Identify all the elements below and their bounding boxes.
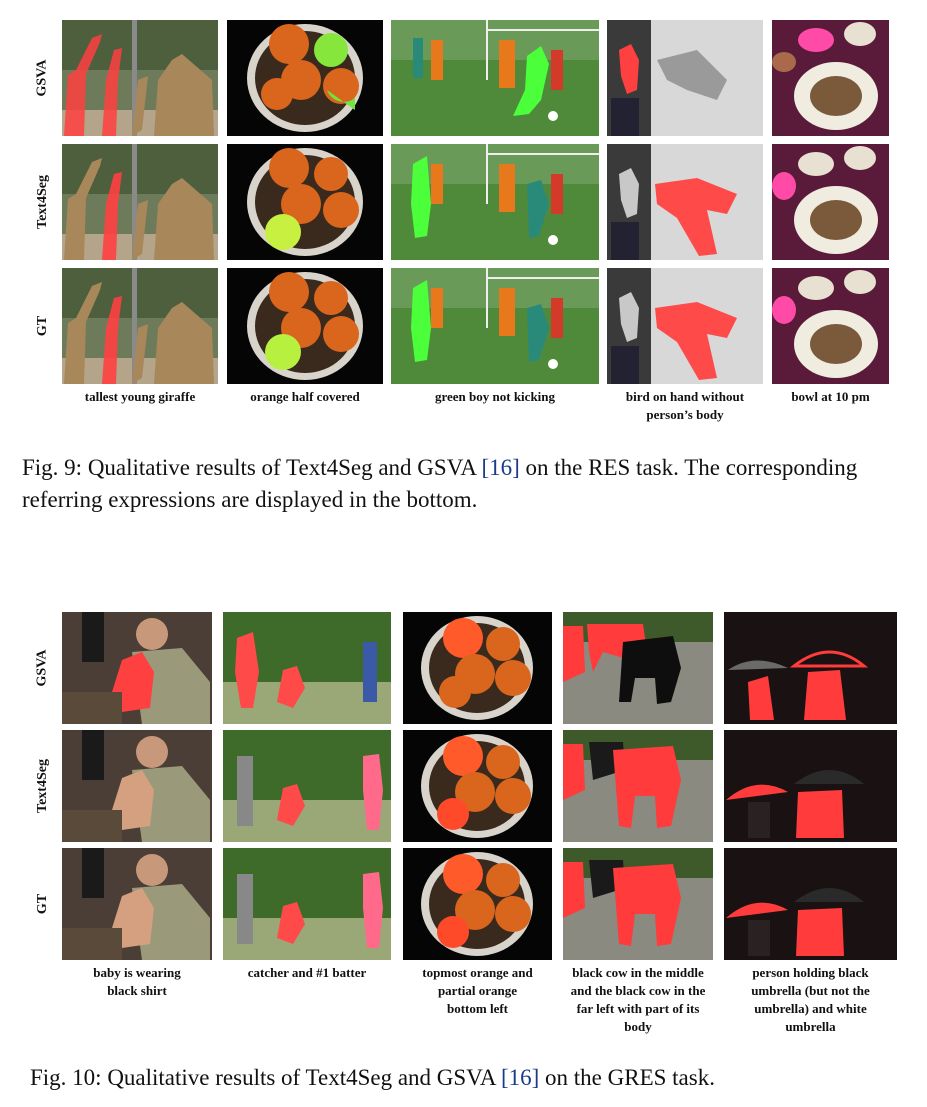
fig9-expression-4: bird on hand without person’s body (625, 389, 745, 422)
fig10-cow-gsva (563, 612, 713, 724)
fig10-expression-4: black cow in the middle and the black co… (570, 965, 706, 1034)
row-label-text4seg: Text4Seg (35, 175, 50, 229)
fig9-expression-3: green boy not kicking (434, 389, 556, 404)
fig9-soccer-text4seg (391, 144, 599, 260)
fig9-citation-link[interactable]: [16] (481, 455, 520, 480)
fig10-umbrella-gsva (724, 612, 897, 724)
fig9-giraffe-text4seg (62, 144, 218, 260)
fig9-giraffe-gt (62, 268, 218, 384)
fig10-expression-5: person holding black umbrella (but not t… (751, 965, 870, 1034)
row-label-gsva: GSVA (35, 649, 50, 687)
fig9-soccer-gsva (391, 20, 599, 136)
fig9-bowl-gt (772, 268, 889, 384)
fig10-citation-link[interactable]: [16] (500, 1065, 540, 1090)
row-label-gt: GT (34, 315, 50, 337)
fig10-baseball-text4seg (223, 730, 391, 842)
fig10-umbrella-gt (724, 848, 897, 960)
fig9-giraffe-gsva (62, 20, 218, 136)
fig9-bird-gt (607, 268, 763, 384)
fig10-expression-3: topmost orange and partial orange bottom… (422, 965, 533, 1016)
fig10-orange-text4seg (403, 730, 552, 842)
fig10-cow-text4seg (563, 730, 713, 842)
fig9-orange-gsva (227, 20, 383, 136)
fig9-orange-gt (227, 268, 383, 384)
fig10-baby-gt (62, 848, 212, 960)
fig9-bird-text4seg (607, 144, 763, 260)
fig10-baby-gsva (62, 612, 212, 724)
row-label-text4seg: Text4Seg (35, 759, 50, 813)
fig10-baby-text4seg (62, 730, 212, 842)
fig9-caption: Fig. 9: Qualitative results of Text4Seg … (22, 455, 858, 512)
fig9-orange-text4seg (227, 144, 383, 260)
fig9-bowl-gsva (772, 20, 889, 136)
fig9-expression-2: orange half covered (250, 389, 360, 404)
fig10-orange-gt (403, 848, 552, 960)
fig9-expression-1: tallest young giraffe (84, 389, 196, 404)
fig10-baseball-gsva (223, 612, 391, 724)
row-label-gsva: GSVA (35, 59, 50, 97)
fig10-umbrella-text4seg (724, 730, 897, 842)
fig10-caption: Fig. 10: Qualitative results of Text4Seg… (30, 1065, 715, 1090)
fig9-bird-gsva (607, 20, 763, 136)
fig10-baseball-gt (223, 848, 391, 960)
fig9-expression-5: bowl at 10 pm (791, 389, 870, 404)
fig10-cow-gt (563, 848, 713, 960)
fig10-expression-2: catcher and #1 batter (247, 965, 367, 980)
fig10-expression-1: baby is wearing black shirt (93, 965, 181, 998)
row-label-gt: GT (34, 893, 50, 915)
fig9-bowl-text4seg (772, 144, 889, 260)
fig10-orange-gsva (403, 612, 552, 724)
fig9-soccer-gt (391, 268, 599, 384)
